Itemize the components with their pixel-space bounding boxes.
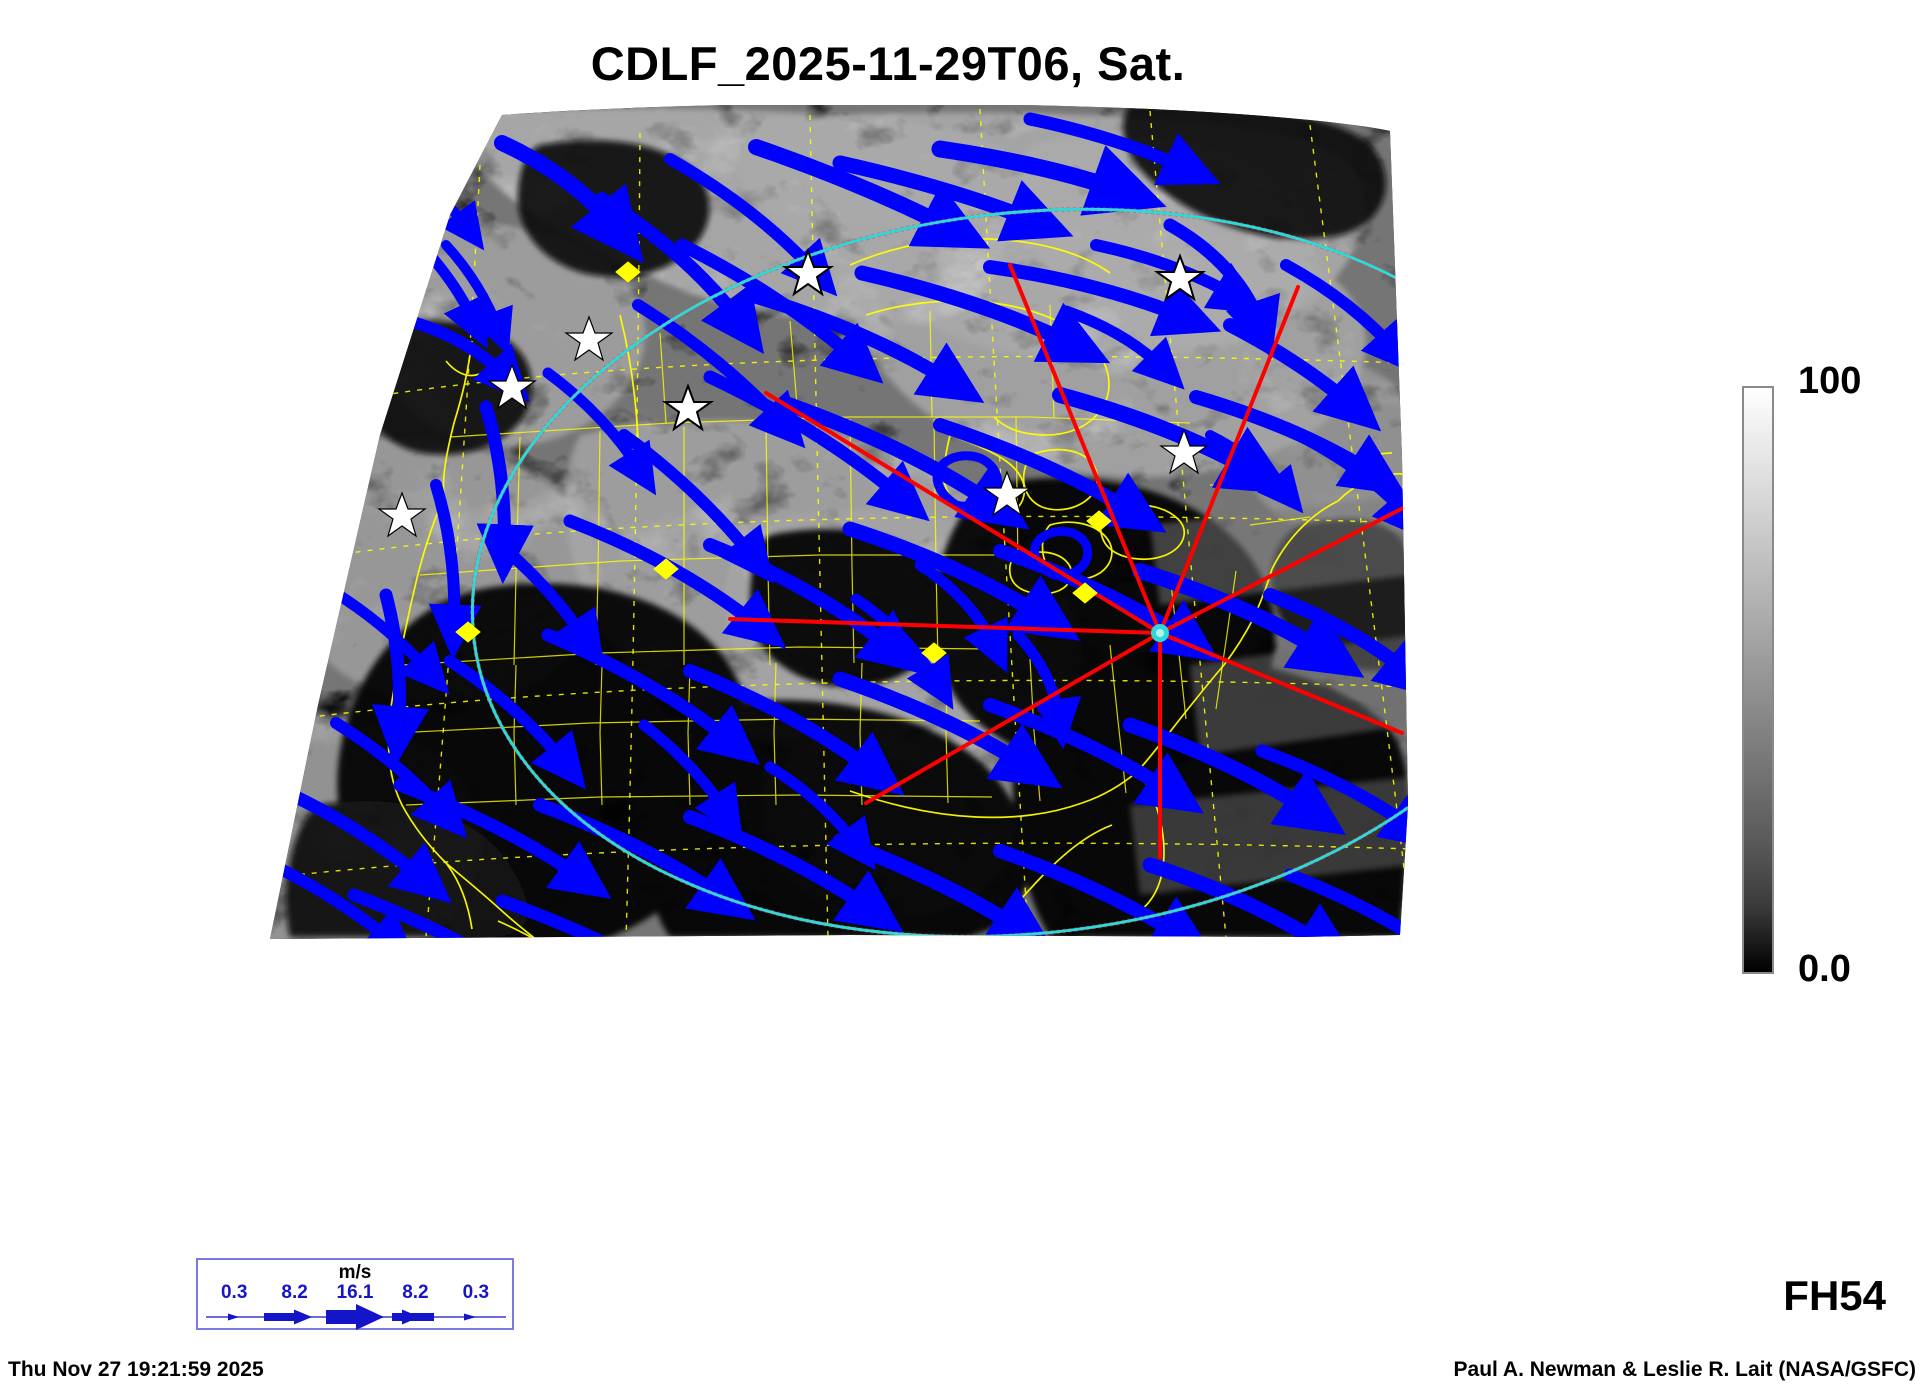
- station-markers[interactable]: [377, 248, 1209, 664]
- colorbar-min-label: 0.0: [1798, 948, 1851, 990]
- diamond-marker[interactable]: [653, 558, 679, 580]
- star-marker[interactable]: [1159, 428, 1209, 475]
- diamond-marker[interactable]: [921, 642, 947, 664]
- colorbar-max-label: 100: [1798, 360, 1862, 402]
- map-field-layer: [270, 105, 1408, 940]
- wind-streamlines: [270, 112, 1408, 940]
- forecast-hour-label: FH54: [1783, 1272, 1886, 1319]
- wind-legend-unit-label: m/s: [338, 1262, 372, 1283]
- wind-legend-tick: 0.3: [462, 1282, 490, 1303]
- colorbar-gradient: [1742, 386, 1774, 974]
- star-marker[interactable]: [982, 470, 1032, 517]
- wind-legend-tick: 16.1: [336, 1282, 374, 1303]
- wind-legend-tick: 8.2: [402, 1282, 429, 1303]
- star-marker[interactable]: [564, 315, 614, 362]
- wind-legend-arrow-icon: [206, 1304, 506, 1330]
- star-marker[interactable]: [781, 248, 835, 297]
- star-marker[interactable]: [487, 363, 537, 410]
- star-marker[interactable]: [377, 491, 427, 538]
- diamond-marker[interactable]: [1086, 510, 1112, 532]
- colorbar: 100 0.0: [1742, 360, 1861, 990]
- range-ring: [470, 207, 1408, 939]
- map-panel[interactable]: [150, 105, 1550, 1205]
- center-marker[interactable]: [1151, 624, 1169, 642]
- diamond-marker[interactable]: [1072, 582, 1098, 604]
- author-credit: Paul A. Newman & Leslie R. Lait (NASA/GS…: [1453, 1358, 1916, 1381]
- render-timestamp: Thu Nov 27 19:21:59 2025: [8, 1358, 264, 1381]
- star-marker[interactable]: [661, 383, 715, 432]
- wind-legend-tick: 8.2: [281, 1282, 308, 1303]
- page-title: CDLF_2025-11-29T06, Sat.: [590, 37, 1186, 90]
- star-marker[interactable]: [1153, 253, 1207, 302]
- diamond-marker[interactable]: [615, 261, 641, 283]
- wind-legend-tick-labels: 0.3 8.2 16.1 8.2 0.3: [204, 1282, 506, 1304]
- wind-speed-legend: m/s 0.3 8.2 16.1 8.2 0.3: [196, 1258, 514, 1330]
- diamond-marker[interactable]: [455, 621, 481, 643]
- wind-legend-tick: 0.3: [220, 1282, 248, 1303]
- map-canvas[interactable]: [150, 105, 1550, 1205]
